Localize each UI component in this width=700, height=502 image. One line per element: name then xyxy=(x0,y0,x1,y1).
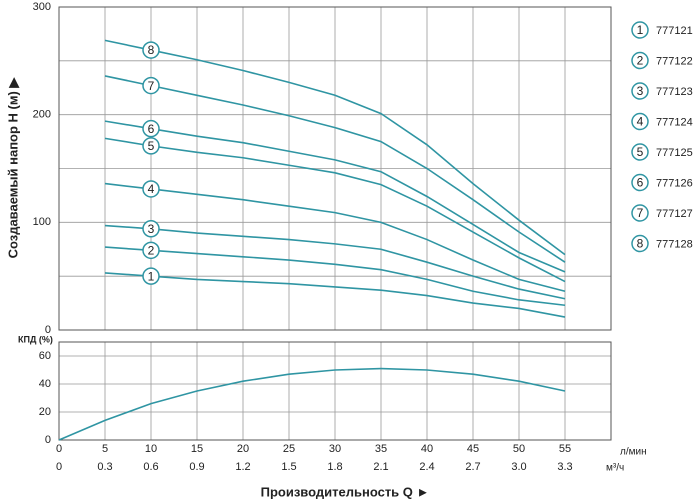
curve xyxy=(104,246,566,307)
plot-frame xyxy=(58,341,612,441)
curve-marker xyxy=(142,119,160,138)
legend-marker-label: 2 xyxy=(637,54,644,68)
x2-tick-label: 3.3 xyxy=(557,461,572,473)
legend-marker xyxy=(631,112,649,131)
legend-marker-label: 1 xyxy=(637,23,644,37)
curve-marker xyxy=(142,41,160,59)
x2-tick-label: 3.0 xyxy=(511,461,526,473)
curve xyxy=(104,272,566,318)
y-tick-label: 40 xyxy=(39,378,51,390)
legend-marker xyxy=(631,51,649,70)
legend-label: 777128 xyxy=(656,238,693,250)
curve-marker xyxy=(142,76,160,95)
legend-label: 777124 xyxy=(656,116,693,128)
y-axis-label: Создаваемый напор H (м) ▶ xyxy=(5,77,20,259)
curve-marker-label: 1 xyxy=(148,269,155,283)
curve-marker-label: 2 xyxy=(148,243,155,257)
x-tick-label: 10 xyxy=(145,443,157,455)
x-tick-label: 40 xyxy=(421,443,433,455)
x2-tick-label: 0.9 xyxy=(189,461,204,473)
x-tick-label: 20 xyxy=(237,443,249,455)
legend-marker xyxy=(631,173,649,192)
plot-frame xyxy=(58,6,612,331)
x-tick-label: 45 xyxy=(467,443,479,455)
x2-unit: м³/ч xyxy=(606,463,624,474)
curve xyxy=(104,75,566,263)
chart-title: КПД (%) xyxy=(18,334,53,344)
curve xyxy=(104,137,566,283)
x-tick-label: 35 xyxy=(375,443,387,455)
curve-marker xyxy=(142,180,160,198)
x-tick-label: 30 xyxy=(329,443,341,455)
y-tick-label: 200 xyxy=(33,109,51,121)
legend-marker xyxy=(631,143,649,161)
curve-marker-label: 4 xyxy=(148,182,155,196)
legend-marker-label: 5 xyxy=(637,145,644,159)
legend-marker-label: 7 xyxy=(637,206,644,220)
y-tick-label: 20 xyxy=(39,406,51,418)
x-tick-label: 15 xyxy=(191,443,203,455)
x-tick-label: 50 xyxy=(513,443,525,455)
curve xyxy=(104,120,566,273)
curve xyxy=(58,367,566,441)
x-axis-label: Производительность Q ► xyxy=(261,484,430,499)
curve xyxy=(104,39,566,256)
legend-label: 777127 xyxy=(656,208,693,220)
y-tick-label: 0 xyxy=(45,324,51,336)
x-tick-label: 0 xyxy=(56,443,62,455)
curve-marker xyxy=(142,241,160,260)
y-tick-label: 0 xyxy=(45,434,51,446)
x2-tick-label: 1.8 xyxy=(327,461,342,473)
x2-tick-label: 1.2 xyxy=(235,461,250,473)
legend-label: 777121 xyxy=(656,25,693,37)
curve-marker-label: 5 xyxy=(148,139,155,153)
curve-marker-label: 7 xyxy=(148,79,155,93)
x2-tick-label: 0 xyxy=(56,461,62,473)
y-tick-label: 300 xyxy=(33,1,51,13)
x2-tick-label: 2.1 xyxy=(373,461,388,473)
curve xyxy=(104,182,566,293)
x-tick-label: 5 xyxy=(102,443,108,455)
x2-tick-label: 0.6 xyxy=(143,461,158,473)
curve-marker-label: 8 xyxy=(148,43,155,57)
curve-marker xyxy=(142,220,160,238)
legend-marker xyxy=(631,21,649,39)
curve xyxy=(104,224,566,300)
x2-tick-label: 2.7 xyxy=(465,461,480,473)
legend-marker xyxy=(631,82,649,100)
x-tick-label: 25 xyxy=(283,443,295,455)
legend-label: 777123 xyxy=(656,86,693,98)
x-unit: л/мин xyxy=(620,447,647,458)
legend-label: 777126 xyxy=(656,177,693,189)
legend-marker-label: 3 xyxy=(637,84,644,98)
x2-tick-label: 1.5 xyxy=(281,461,296,473)
curve-marker xyxy=(142,137,160,155)
x2-tick-label: 2.4 xyxy=(419,461,434,473)
y-tick-label: 60 xyxy=(39,350,51,362)
curve-marker-label: 3 xyxy=(148,222,155,236)
legend-label: 777122 xyxy=(656,55,693,67)
x-tick-label: 55 xyxy=(559,443,571,455)
legend-marker xyxy=(631,204,649,222)
legend-marker-label: 6 xyxy=(637,176,644,190)
legend-marker xyxy=(631,234,649,253)
x2-tick-label: 0.3 xyxy=(97,461,112,473)
y-tick-label: 100 xyxy=(33,216,51,228)
legend-marker-label: 8 xyxy=(637,237,644,251)
curve-marker-label: 6 xyxy=(148,122,155,136)
curve-marker xyxy=(142,267,160,285)
legend-label: 777125 xyxy=(656,147,693,159)
legend-marker-label: 4 xyxy=(637,115,644,129)
